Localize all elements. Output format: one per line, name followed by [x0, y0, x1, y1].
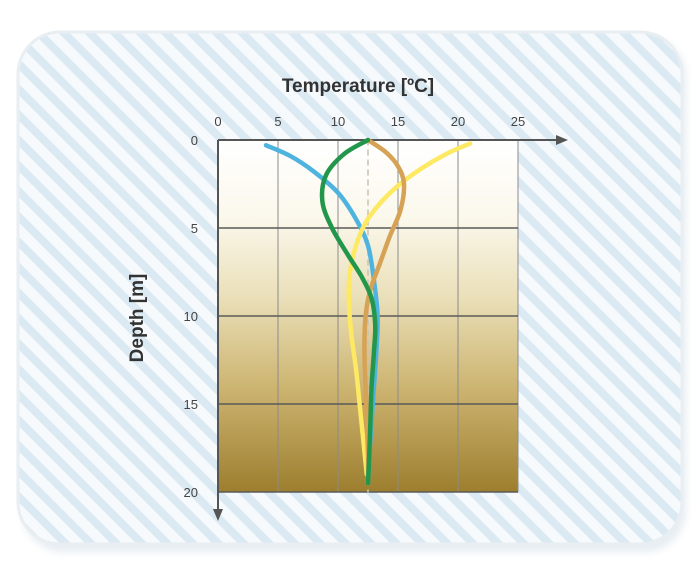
y-tick-label: 0: [191, 133, 198, 148]
grid: [218, 140, 519, 493]
temperature-profile-line: [319, 137, 378, 486]
x-tick-label: 25: [511, 114, 525, 129]
series-group: [263, 137, 473, 493]
x-axis-arrow: [556, 135, 568, 145]
x-tick-label: 10: [331, 114, 345, 129]
temperature-profile-line: [362, 137, 407, 486]
y-axis-arrow: [213, 509, 223, 521]
x-tick-label: 15: [391, 114, 405, 129]
x-tick-label: 20: [451, 114, 465, 129]
tick-labels: 0 5 10 15 20 25 0 5 10 15 20: [184, 114, 526, 500]
y-tick-label: 20: [184, 485, 198, 500]
y-tick-label: 5: [191, 221, 198, 236]
y-tick-label: 15: [184, 397, 198, 412]
x-axis-label: Temperature [ºC]: [282, 76, 434, 97]
x-tick-label: 5: [274, 114, 281, 129]
axes: [213, 135, 568, 521]
x-tick-label: 0: [214, 114, 221, 129]
y-tick-label: 10: [184, 309, 198, 324]
y-axis-label: Depth [m]: [127, 274, 148, 363]
